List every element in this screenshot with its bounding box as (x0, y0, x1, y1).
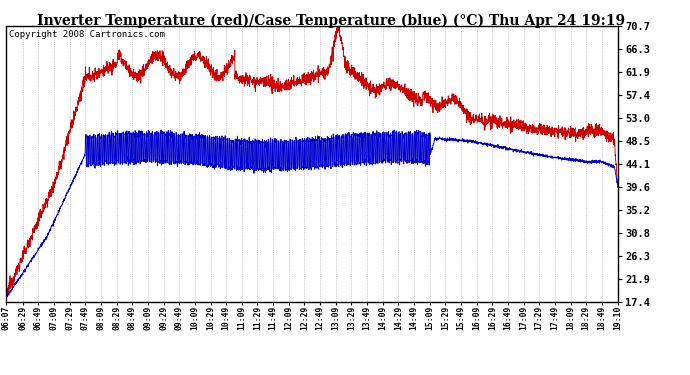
Text: Inverter Temperature (red)/Case Temperature (blue) (°C) Thu Apr 24 19:19: Inverter Temperature (red)/Case Temperat… (37, 13, 625, 27)
Text: Copyright 2008 Cartronics.com: Copyright 2008 Cartronics.com (8, 30, 164, 39)
